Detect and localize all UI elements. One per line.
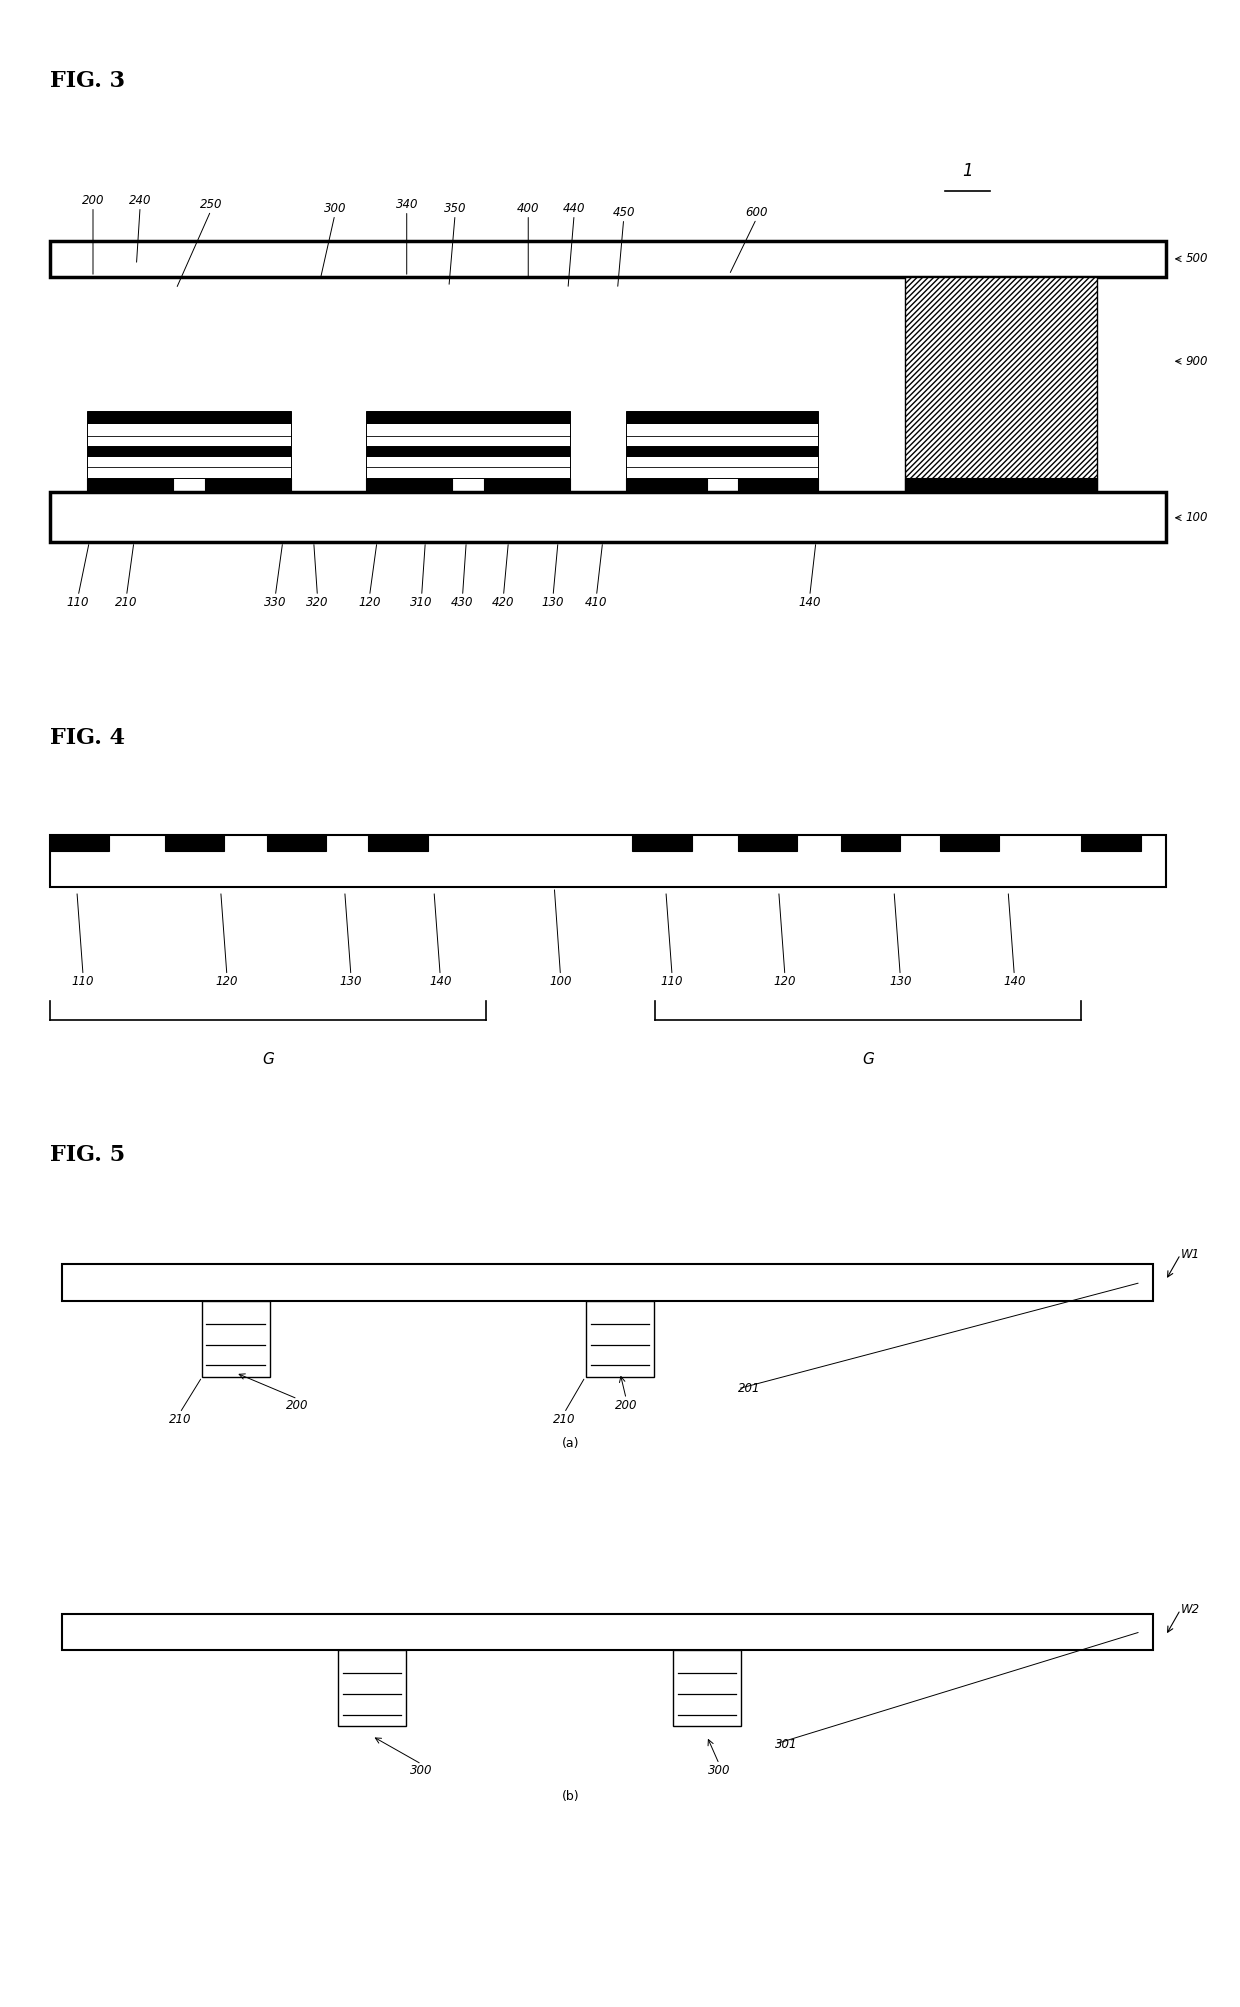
Text: 300: 300 (410, 1764, 433, 1776)
Bar (485, 478, 570, 492)
Text: 130: 130 (889, 975, 911, 987)
Bar (87, 411, 291, 423)
Bar (87, 456, 291, 478)
Text: 200: 200 (286, 1399, 309, 1411)
Bar (626, 456, 818, 478)
Text: 110: 110 (661, 975, 683, 987)
Bar (368, 835, 428, 851)
Bar (337, 1650, 405, 1726)
Text: 900: 900 (1185, 355, 1208, 367)
Bar (201, 1301, 270, 1377)
Text: 350: 350 (444, 203, 466, 215)
Bar (165, 835, 224, 851)
Text: 200: 200 (615, 1399, 637, 1411)
Text: 440: 440 (563, 203, 585, 215)
Text: FIG. 4: FIG. 4 (50, 727, 124, 749)
Text: 110: 110 (72, 975, 94, 987)
Text: 140: 140 (429, 975, 451, 987)
Text: 450: 450 (613, 207, 635, 219)
Bar (672, 1650, 742, 1726)
Bar (50, 835, 109, 851)
Text: 600: 600 (745, 207, 768, 219)
Bar (366, 456, 570, 478)
Bar (267, 835, 326, 851)
Bar (632, 835, 692, 851)
Bar (62, 1614, 1153, 1650)
Text: 210: 210 (169, 1413, 191, 1425)
Bar (626, 411, 818, 423)
Bar (626, 478, 707, 492)
Bar (62, 1264, 1153, 1301)
Text: FIG. 5: FIG. 5 (50, 1144, 125, 1166)
Bar (738, 478, 818, 492)
Bar (841, 835, 900, 851)
Bar (905, 478, 1097, 492)
Text: 210: 210 (553, 1413, 575, 1425)
Bar (940, 835, 999, 851)
Text: G: G (862, 1052, 874, 1066)
Text: 500: 500 (1185, 253, 1208, 265)
Text: 130: 130 (542, 596, 564, 608)
Text: 400: 400 (517, 203, 539, 215)
Bar (50, 835, 1166, 887)
Bar (87, 446, 291, 456)
Text: 300: 300 (708, 1764, 730, 1776)
Text: W1: W1 (1180, 1248, 1199, 1260)
Text: FIG. 3: FIG. 3 (50, 70, 124, 92)
Text: 210: 210 (115, 596, 138, 608)
Text: W2: W2 (1180, 1604, 1199, 1616)
Text: 120: 120 (774, 975, 796, 987)
Text: G: G (262, 1052, 274, 1066)
Bar (206, 478, 291, 492)
Text: 340: 340 (396, 199, 418, 211)
Bar (366, 411, 570, 423)
Text: 240: 240 (129, 195, 151, 207)
Text: 310: 310 (410, 596, 433, 608)
Text: 200: 200 (82, 195, 104, 207)
Text: 410: 410 (585, 596, 608, 608)
Text: 201: 201 (738, 1383, 760, 1395)
Bar (87, 423, 291, 446)
Text: 330: 330 (264, 596, 286, 608)
Text: 140: 140 (1003, 975, 1025, 987)
Text: 130: 130 (340, 975, 362, 987)
Text: 140: 140 (799, 596, 821, 608)
Text: (a): (a) (562, 1437, 579, 1449)
Bar (626, 446, 818, 456)
Text: 430: 430 (451, 596, 474, 608)
Text: 100: 100 (549, 975, 572, 987)
Bar (1081, 835, 1141, 851)
Bar (738, 835, 797, 851)
Bar (87, 478, 172, 492)
Text: 250: 250 (200, 199, 222, 211)
Bar (366, 478, 451, 492)
Bar (50, 492, 1166, 542)
Text: 301: 301 (775, 1738, 797, 1750)
Text: 120: 120 (358, 596, 381, 608)
Bar (626, 423, 818, 446)
Bar (585, 1301, 655, 1377)
Text: 110: 110 (67, 596, 89, 608)
Text: 320: 320 (306, 596, 329, 608)
Text: 100: 100 (1185, 512, 1208, 524)
Bar (366, 446, 570, 456)
Text: 300: 300 (324, 203, 346, 215)
Text: (b): (b) (562, 1790, 579, 1802)
Bar (50, 241, 1166, 277)
Text: 420: 420 (492, 596, 515, 608)
Text: 1: 1 (962, 163, 972, 179)
Bar (905, 277, 1097, 492)
Bar (366, 423, 570, 446)
Text: 120: 120 (216, 975, 238, 987)
